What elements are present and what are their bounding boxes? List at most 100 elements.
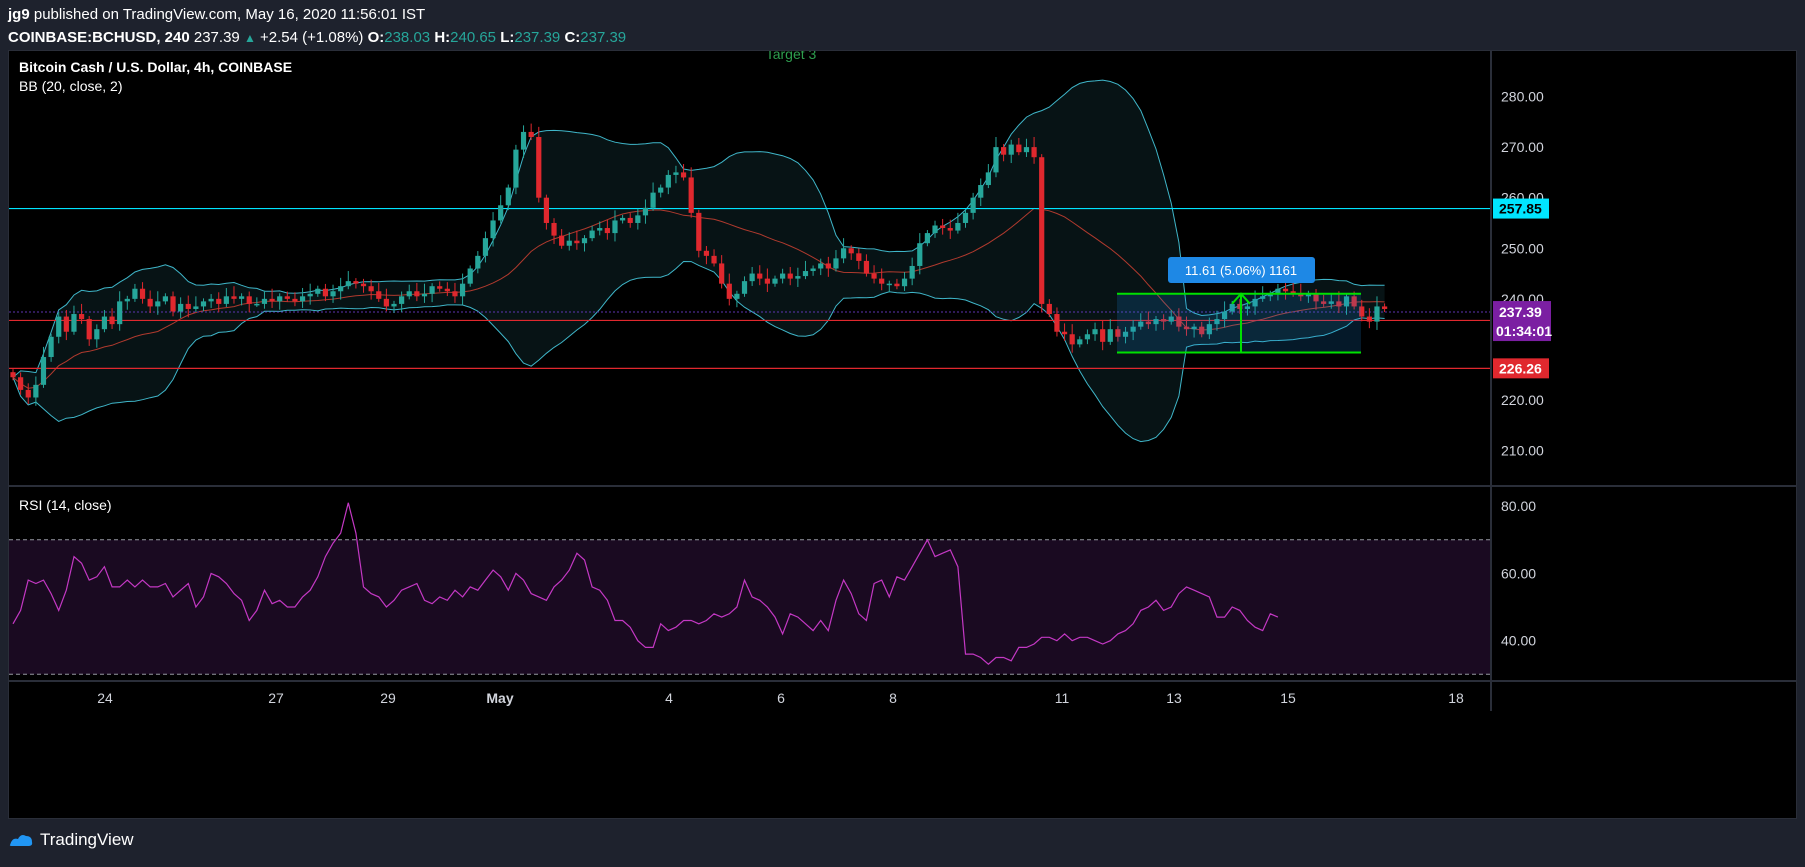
candle-body [315,288,321,294]
candle-body [1138,321,1144,327]
candle-body [254,303,260,306]
candle-body [498,205,504,221]
candle-body [18,377,24,390]
candle-body [330,291,336,297]
candle-body [528,131,534,137]
candle-body [33,384,39,398]
rsi-title: RSI (14, close) [19,497,112,513]
last-price-value: 237.39 [193,29,240,46]
price-axis-tick: 210.00 [1501,443,1544,459]
candle-body [757,273,763,279]
measure-arrow-icon [1231,292,1251,305]
author-name[interactable]: jg9 [8,6,30,23]
candle-body [261,298,268,304]
candle-body [825,263,831,269]
candle-body [25,389,31,398]
candle-body [589,230,595,239]
low-label: L: [500,29,515,46]
triangle-up-icon: ▲ [243,31,256,45]
candle-body [680,172,687,178]
candle-body [642,207,649,216]
candle-body [231,296,237,299]
candle-body [216,298,222,304]
candle-body [559,235,565,246]
candle-body [764,278,770,284]
candle-body [833,258,839,269]
open-value: 238.03 [384,29,431,46]
candle-body [962,212,969,223]
candle-body [711,255,717,264]
candle-body [1176,316,1182,327]
rsi-band-fill [9,539,1491,675]
candle-body [1031,147,1037,158]
measure-label-box [1168,257,1315,283]
candle-body [1343,296,1350,307]
candle-body [1328,301,1334,304]
candle-body [155,301,161,307]
candle-body [1183,326,1190,330]
candle-body [879,278,885,284]
candle-body [1229,303,1235,312]
time-axis-tick: 13 [1166,690,1182,706]
symbol-label[interactable]: COINBASE:BCHUSD, 240 [8,29,190,46]
candle-body [1359,306,1365,317]
candle-body [688,177,694,213]
candle-body [612,220,618,234]
level-price-tag [1493,198,1549,219]
candle-body [604,228,610,234]
candle-body [223,296,229,304]
candle-body [673,172,679,175]
candle-body [932,225,938,234]
candle-body [1321,301,1327,304]
candle-body [109,316,115,325]
candle-body [1001,147,1007,155]
candle-body [749,273,755,282]
candle-body [399,296,405,304]
candle-body [101,316,108,330]
candle-body [383,298,389,307]
time-axis-tick: 6 [777,690,785,706]
candle-body [795,276,801,279]
candle-body [269,298,275,302]
candle-body [1366,316,1372,322]
candle-body [414,291,420,297]
level-price-label: 226.26 [1499,360,1542,376]
time-axis-tick: 4 [665,690,673,706]
footer-branding[interactable]: TradingView [8,830,134,850]
candle-body [840,248,847,259]
price-axis-tick: 270.00 [1501,139,1544,155]
candle-body [345,281,351,287]
open-label: O: [367,29,385,46]
candle-body [818,263,824,269]
candle-body [1130,326,1136,332]
candle-body [1275,288,1281,294]
candle-body [277,296,283,302]
candle-body [985,172,991,186]
candle-body [421,293,428,297]
publish-text: published on TradingView.com, May 16, 20… [33,6,426,23]
price-axis-tick: 220.00 [1501,392,1544,408]
candle-body [696,212,702,251]
candle-body [338,286,344,292]
candle-body [63,316,69,332]
candle-body [437,286,443,289]
time-axis-tick: 15 [1280,690,1296,706]
tradingview-logo-icon [9,835,33,846]
candle-body [620,217,626,221]
indicator-label: BB (20, close, 2) [19,78,123,94]
publish-line: jg9 published on TradingView.com, May 16… [8,6,425,23]
candle-body [924,233,930,244]
candle-body [1336,301,1342,307]
candle-body [246,296,252,304]
candle-body [71,314,77,332]
candle-body [658,187,664,193]
candle-body [627,217,633,223]
candle-body [284,296,290,299]
candle-body [780,273,786,279]
candle-body [322,288,329,297]
close-value: 237.39 [580,29,627,46]
candle-body [1206,324,1212,335]
candle-countdown: 01:34:01 [1496,323,1552,339]
price-chart[interactable]: 11.61 (5.06%) 1161 Bitcoin Cash / U.S. D… [9,46,1796,818]
candle-body [368,286,374,292]
